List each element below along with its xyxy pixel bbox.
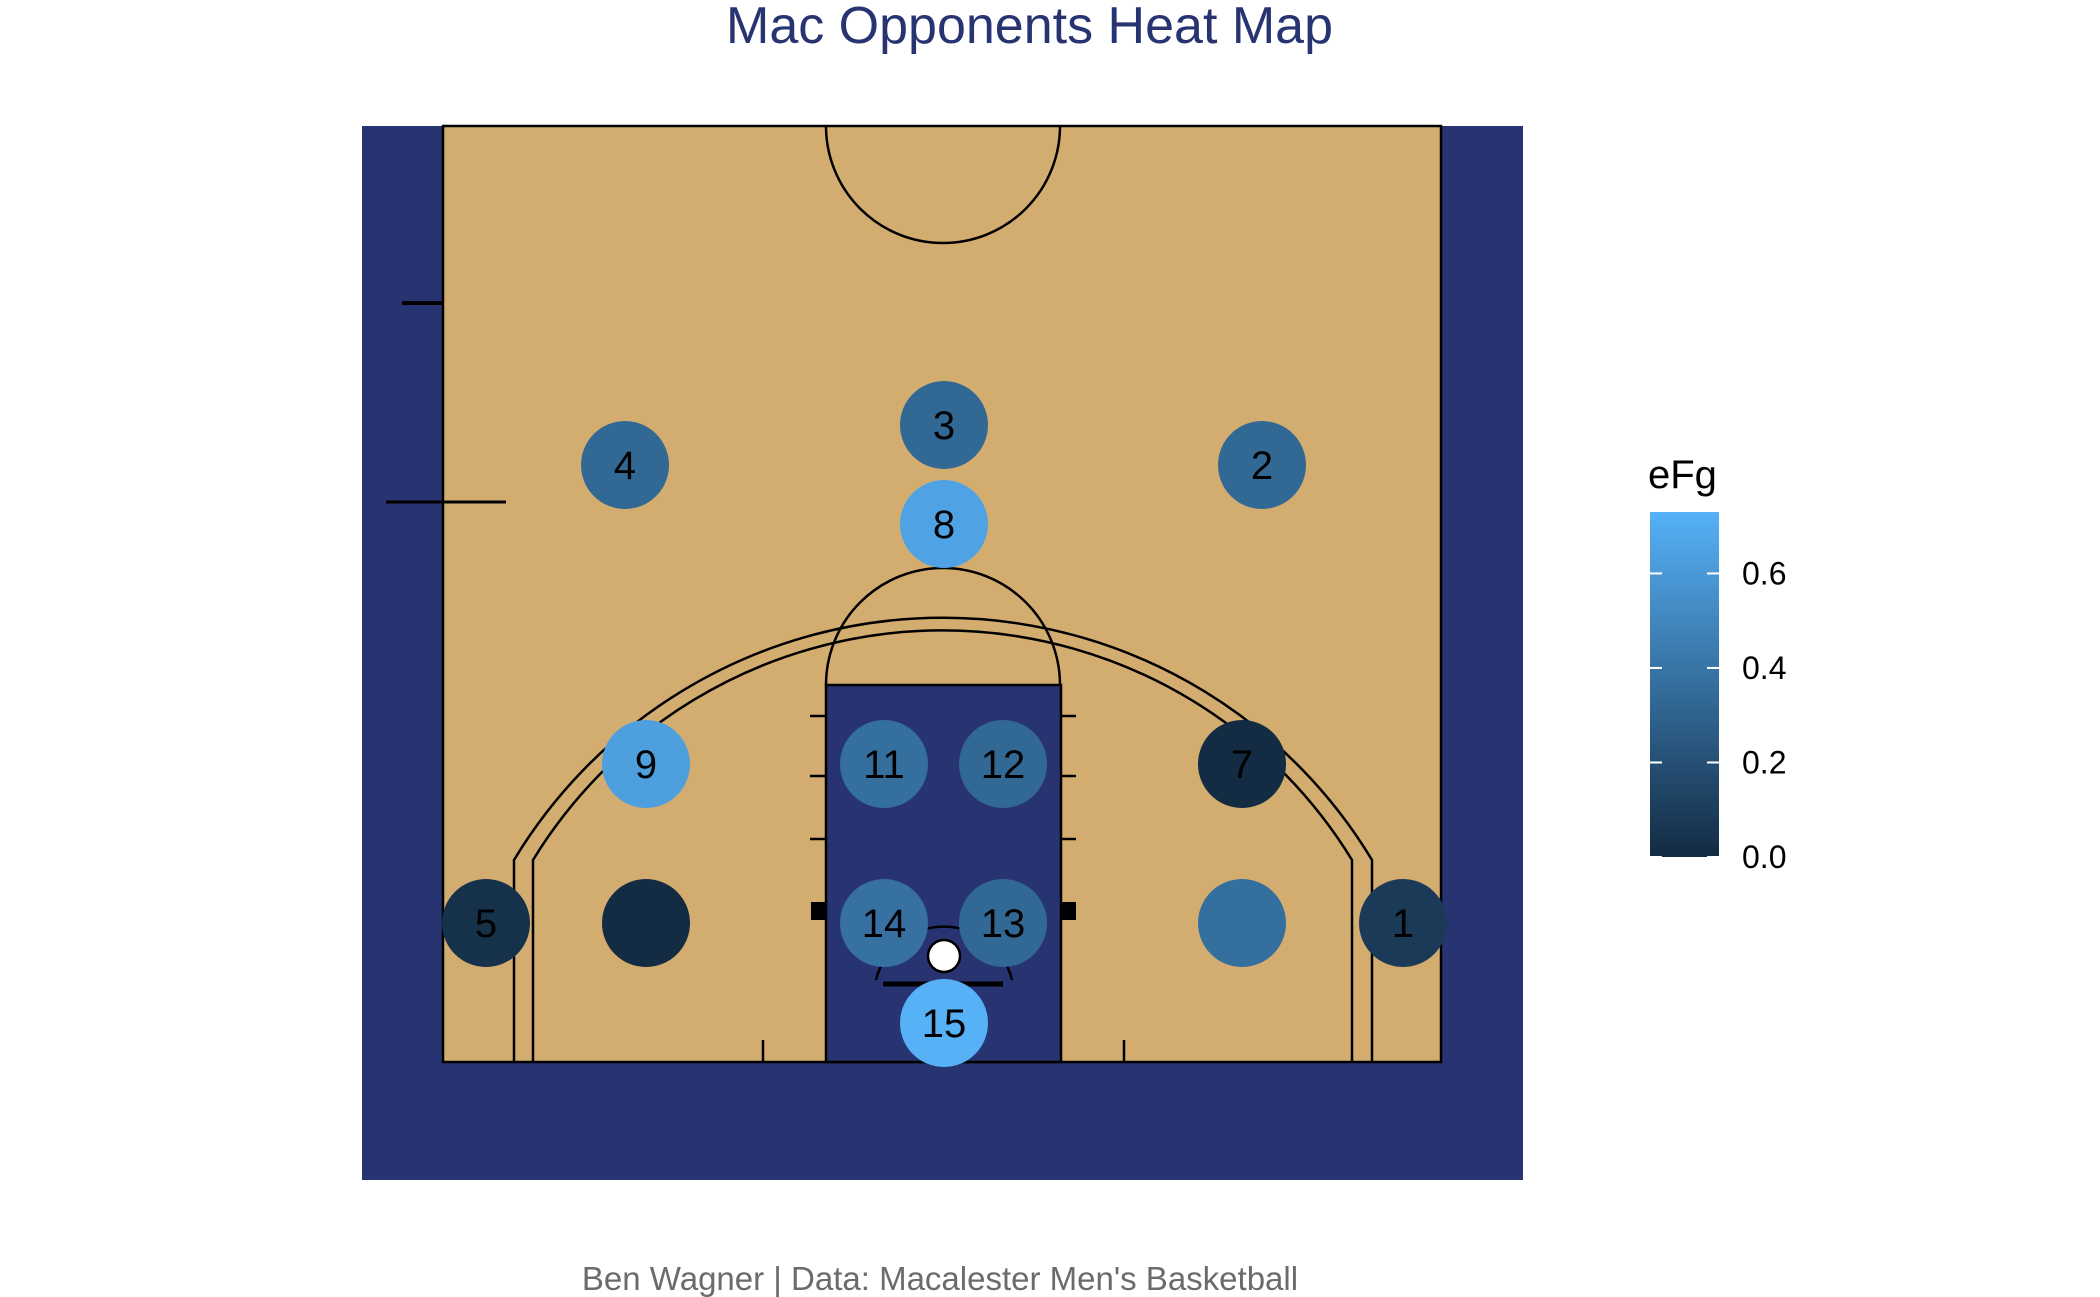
zone-label-14: 14 (862, 902, 907, 946)
zone-label-4: 4 (614, 444, 636, 488)
zone-point-4 (581, 421, 669, 509)
legend-colorbar (1650, 512, 1719, 857)
zone-label-3: 3 (933, 404, 955, 448)
lane-block-left (811, 902, 826, 920)
zone-point-8 (900, 480, 988, 568)
zone-label-12: 12 (981, 743, 1026, 787)
zone-point-9 (602, 720, 690, 808)
chart-title: Mac Opponents Heat Map (0, 0, 2100, 52)
chart-caption: Ben Wagner | Data: Macalester Men's Bask… (581, 1260, 1299, 1297)
zone-point-2 (1218, 421, 1306, 509)
zone-label-5: 5 (475, 902, 497, 946)
zone-point-6 (602, 879, 690, 967)
zone-point-7 (1198, 720, 1286, 808)
chart-title-text: Mac Opponents Heat Map (726, 0, 1333, 55)
zone-point-12 (959, 720, 1047, 808)
free-throw-circle (824, 566, 1062, 686)
zone-point-3 (900, 381, 988, 469)
legend-tick-label: 0.4 (1742, 650, 1786, 686)
zone-point-1 (1359, 879, 1447, 967)
zone-point-15 (900, 979, 988, 1067)
legend-tick-label: 0.2 (1742, 744, 1786, 780)
zone-point-5 (442, 879, 530, 967)
legend-ticks: 0.0 0.2 0.4 0.6 (1650, 555, 1786, 875)
center-circle (824, 125, 1062, 245)
rim (926, 938, 962, 974)
legend-tick-label: 0.6 (1742, 555, 1786, 591)
zone-label-1: 1 (1392, 902, 1414, 946)
legend: eFg 0.0 0.2 0.4 0.6 (1648, 453, 1786, 875)
legend-title: eFg (1648, 453, 1717, 497)
zone-label-15: 15 (922, 1002, 967, 1046)
zone-point-10 (1198, 879, 1286, 967)
zone-point-13 (959, 879, 1047, 967)
zone-label-2: 2 (1251, 444, 1273, 488)
zone-label-8: 8 (933, 503, 955, 547)
zone-label-9: 9 (635, 743, 657, 787)
zone-label-7: 7 (1231, 743, 1253, 787)
zone-point-11 (840, 720, 928, 808)
zone-point-14 (840, 879, 928, 967)
legend-tick-label: 0.0 (1742, 839, 1786, 875)
zone-label-11: 11 (863, 743, 905, 787)
zone-label-13: 13 (981, 902, 1026, 946)
lane-block-right (1061, 902, 1076, 920)
